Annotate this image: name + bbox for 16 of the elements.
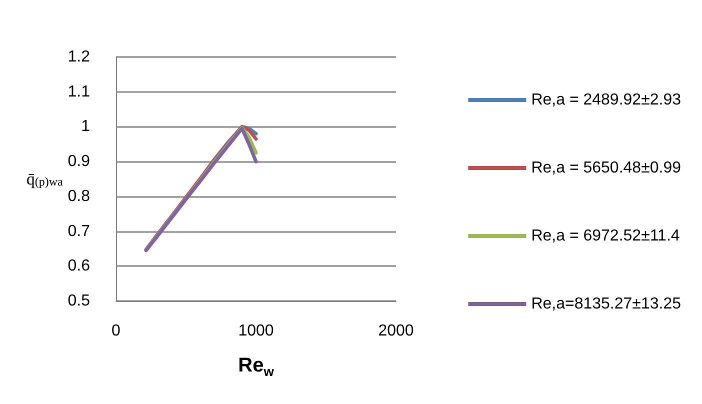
legend-label: Re,a=8135.27±13.25: [531, 296, 682, 312]
y-tick-label: 0.8: [68, 188, 90, 205]
y-tick-label: 1: [81, 118, 90, 136]
x-tick-label: 2000: [378, 322, 414, 340]
y-tick-label: 0.6: [68, 258, 90, 275]
y-tick-label: 0.9: [68, 153, 90, 170]
legend-label: Re,a = 2489.92±2.93: [531, 92, 682, 108]
y-tick-label: 1.1: [68, 83, 90, 100]
y-tick-label: 1.2: [68, 48, 90, 66]
legend-label: Re,a = 5650.48±0.99: [531, 160, 682, 176]
x-tick-label: 0: [112, 322, 121, 340]
y-axis-title: q̄(p)wa: [26, 170, 64, 188]
legend-label: Re,a = 6972.52±11.4: [531, 228, 680, 244]
x-tick-label: 1000: [238, 322, 274, 340]
y-tick-label: 0.7: [68, 222, 90, 240]
y-tick-label: 0.5: [68, 292, 90, 310]
